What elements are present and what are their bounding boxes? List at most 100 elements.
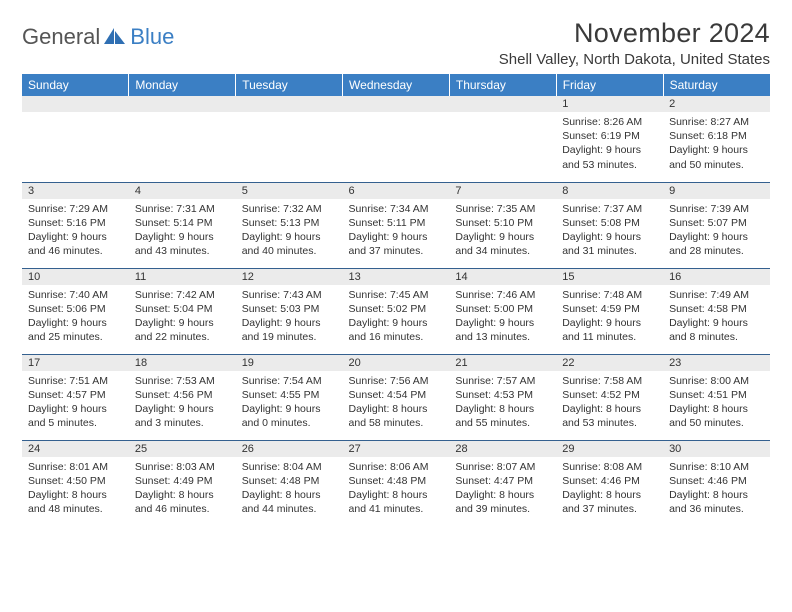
sunset-text: Sunset: 4:48 PM [349,474,444,488]
calendar-cell: 29Sunrise: 8:08 AMSunset: 4:46 PMDayligh… [556,440,663,526]
logo: General Blue [22,18,174,50]
sunset-text: Sunset: 4:55 PM [242,388,337,402]
day-info: Sunrise: 8:07 AMSunset: 4:47 PMDaylight:… [449,457,556,521]
calendar-cell: 17Sunrise: 7:51 AMSunset: 4:57 PMDayligh… [22,354,129,440]
day-number: 11 [129,269,236,285]
sunset-text: Sunset: 4:50 PM [28,474,123,488]
sunrise-text: Sunrise: 7:29 AM [28,202,123,216]
daylight-text: Daylight: 9 hours and 50 minutes. [669,143,764,171]
weekday-header: Sunday [22,74,129,96]
calendar-head: SundayMondayTuesdayWednesdayThursdayFrid… [22,74,770,96]
day-number: 24 [22,441,129,457]
calendar-cell: 28Sunrise: 8:07 AMSunset: 4:47 PMDayligh… [449,440,556,526]
calendar-cell: 20Sunrise: 7:56 AMSunset: 4:54 PMDayligh… [343,354,450,440]
calendar-cell: 3Sunrise: 7:29 AMSunset: 5:16 PMDaylight… [22,182,129,268]
weekday-header: Friday [556,74,663,96]
sunrise-text: Sunrise: 7:56 AM [349,374,444,388]
day-number: 13 [343,269,450,285]
day-number: 1 [556,96,663,112]
day-number: 3 [22,183,129,199]
day-info: Sunrise: 7:39 AMSunset: 5:07 PMDaylight:… [663,199,770,263]
daylight-text: Daylight: 9 hours and 0 minutes. [242,402,337,430]
daylight-text: Daylight: 9 hours and 43 minutes. [135,230,230,258]
sunrise-text: Sunrise: 8:08 AM [562,460,657,474]
day-number: 20 [343,355,450,371]
day-number: 9 [663,183,770,199]
day-number: 23 [663,355,770,371]
logo-text-blue: Blue [130,24,174,50]
sunrise-text: Sunrise: 8:06 AM [349,460,444,474]
sunset-text: Sunset: 4:53 PM [455,388,550,402]
daylight-text: Daylight: 9 hours and 25 minutes. [28,316,123,344]
sunrise-text: Sunrise: 8:26 AM [562,115,657,129]
weekday-header: Wednesday [343,74,450,96]
sunrise-text: Sunrise: 8:00 AM [669,374,764,388]
calendar-row: 1Sunrise: 8:26 AMSunset: 6:19 PMDaylight… [22,96,770,182]
day-info: Sunrise: 8:26 AMSunset: 6:19 PMDaylight:… [556,112,663,176]
day-number [449,96,556,112]
sunrise-text: Sunrise: 7:40 AM [28,288,123,302]
calendar-cell: 23Sunrise: 8:00 AMSunset: 4:51 PMDayligh… [663,354,770,440]
daylight-text: Daylight: 9 hours and 28 minutes. [669,230,764,258]
location: Shell Valley, North Dakota, United State… [499,51,770,68]
day-number: 7 [449,183,556,199]
calendar-cell: 9Sunrise: 7:39 AMSunset: 5:07 PMDaylight… [663,182,770,268]
day-info: Sunrise: 8:03 AMSunset: 4:49 PMDaylight:… [129,457,236,521]
day-info: Sunrise: 7:29 AMSunset: 5:16 PMDaylight:… [22,199,129,263]
calendar-cell [129,96,236,182]
weekday-header: Saturday [663,74,770,96]
calendar-cell: 10Sunrise: 7:40 AMSunset: 5:06 PMDayligh… [22,268,129,354]
daylight-text: Daylight: 9 hours and 19 minutes. [242,316,337,344]
day-number: 29 [556,441,663,457]
sunrise-text: Sunrise: 8:01 AM [28,460,123,474]
daylight-text: Daylight: 9 hours and 46 minutes. [28,230,123,258]
day-number [22,96,129,112]
logo-sail-icon [104,28,126,46]
day-info: Sunrise: 7:56 AMSunset: 4:54 PMDaylight:… [343,371,450,435]
sunset-text: Sunset: 4:56 PM [135,388,230,402]
day-number [343,96,450,112]
sunset-text: Sunset: 4:57 PM [28,388,123,402]
sunrise-text: Sunrise: 7:54 AM [242,374,337,388]
day-info: Sunrise: 8:01 AMSunset: 4:50 PMDaylight:… [22,457,129,521]
daylight-text: Daylight: 8 hours and 50 minutes. [669,402,764,430]
sunrise-text: Sunrise: 8:27 AM [669,115,764,129]
calendar-cell: 6Sunrise: 7:34 AMSunset: 5:11 PMDaylight… [343,182,450,268]
sunset-text: Sunset: 4:47 PM [455,474,550,488]
sunset-text: Sunset: 4:58 PM [669,302,764,316]
day-info: Sunrise: 8:06 AMSunset: 4:48 PMDaylight:… [343,457,450,521]
sunrise-text: Sunrise: 7:39 AM [669,202,764,216]
daylight-text: Daylight: 8 hours and 55 minutes. [455,402,550,430]
daylight-text: Daylight: 8 hours and 36 minutes. [669,488,764,516]
sunset-text: Sunset: 6:18 PM [669,129,764,143]
day-info: Sunrise: 7:42 AMSunset: 5:04 PMDaylight:… [129,285,236,349]
calendar-cell: 30Sunrise: 8:10 AMSunset: 4:46 PMDayligh… [663,440,770,526]
day-number: 5 [236,183,343,199]
day-number: 16 [663,269,770,285]
daylight-text: Daylight: 9 hours and 13 minutes. [455,316,550,344]
logo-text-general: General [22,24,100,50]
calendar-cell: 15Sunrise: 7:48 AMSunset: 4:59 PMDayligh… [556,268,663,354]
sunrise-text: Sunrise: 7:42 AM [135,288,230,302]
day-number: 27 [343,441,450,457]
daylight-text: Daylight: 8 hours and 58 minutes. [349,402,444,430]
calendar-cell: 8Sunrise: 7:37 AMSunset: 5:08 PMDaylight… [556,182,663,268]
sunset-text: Sunset: 5:08 PM [562,216,657,230]
day-info: Sunrise: 7:46 AMSunset: 5:00 PMDaylight:… [449,285,556,349]
day-info: Sunrise: 7:35 AMSunset: 5:10 PMDaylight:… [449,199,556,263]
calendar-cell: 27Sunrise: 8:06 AMSunset: 4:48 PMDayligh… [343,440,450,526]
daylight-text: Daylight: 9 hours and 3 minutes. [135,402,230,430]
day-number: 22 [556,355,663,371]
calendar-cell: 4Sunrise: 7:31 AMSunset: 5:14 PMDaylight… [129,182,236,268]
title-block: November 2024 Shell Valley, North Dakota… [499,18,770,68]
sunset-text: Sunset: 5:16 PM [28,216,123,230]
sunset-text: Sunset: 5:03 PM [242,302,337,316]
sunrise-text: Sunrise: 7:48 AM [562,288,657,302]
calendar-cell: 24Sunrise: 8:01 AMSunset: 4:50 PMDayligh… [22,440,129,526]
day-info: Sunrise: 7:49 AMSunset: 4:58 PMDaylight:… [663,285,770,349]
day-number: 8 [556,183,663,199]
calendar-cell: 12Sunrise: 7:43 AMSunset: 5:03 PMDayligh… [236,268,343,354]
sunrise-text: Sunrise: 7:49 AM [669,288,764,302]
weekday-header: Monday [129,74,236,96]
month-title: November 2024 [499,18,770,49]
